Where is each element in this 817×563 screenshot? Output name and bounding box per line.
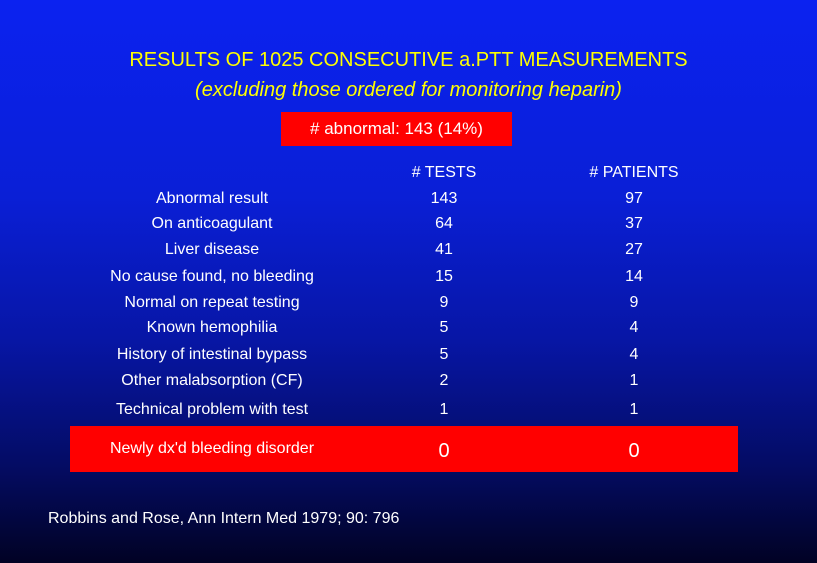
row-label-no-cause-found: No cause found, no bleeding bbox=[110, 268, 314, 285]
patients-cell: 27 bbox=[625, 241, 643, 258]
patients-cell: 0 bbox=[628, 440, 640, 462]
tests-cell: 41 bbox=[435, 241, 453, 258]
row-label-newly-diagnosed-bleeding-disorder: Newly dx'd bleeding disorder bbox=[109, 440, 315, 457]
patients-cell: 97 bbox=[625, 190, 643, 207]
row-label-normal-on-repeat: Normal on repeat testing bbox=[124, 294, 300, 311]
slide-title: RESULTS OF 1025 CONSECUTIVE a.PTT MEASUR… bbox=[129, 49, 688, 71]
row-label-abnormal-result: Abnormal result bbox=[155, 190, 269, 207]
patients-cell: 4 bbox=[629, 346, 639, 363]
tests-cell: 5 bbox=[439, 319, 449, 336]
abnormal-summary-badge: # abnormal: 143 (14%) bbox=[281, 112, 512, 146]
citation: Robbins and Rose, Ann Intern Med 1979; 9… bbox=[48, 510, 400, 527]
tests-cell: 1 bbox=[439, 401, 449, 418]
patients-cell: 14 bbox=[625, 268, 643, 285]
tests-cell: 2 bbox=[439, 372, 449, 389]
row-label-known-hemophilia: Known hemophilia bbox=[146, 319, 278, 336]
tests-cell: 9 bbox=[439, 294, 449, 311]
tests-cell: 64 bbox=[435, 215, 453, 232]
row-label-technical-problem: Technical problem with test bbox=[115, 401, 309, 418]
tests-column-header: # TESTS bbox=[411, 164, 477, 181]
patients-column-header: # PATIENTS bbox=[589, 164, 679, 181]
tests-cell: 0 bbox=[438, 440, 450, 462]
patients-cell: 4 bbox=[629, 319, 639, 336]
slide-subtitle: (excluding those ordered for monitoring … bbox=[195, 79, 622, 101]
row-label-liver-disease: Liver disease bbox=[164, 241, 260, 258]
tests-cell: 5 bbox=[439, 346, 449, 363]
patients-cell: 1 bbox=[629, 372, 639, 389]
tests-cell: 15 bbox=[435, 268, 453, 285]
row-label-on-anticoagulant: On anticoagulant bbox=[151, 215, 273, 232]
row-label-other-malabsorption: Other malabsorption (CF) bbox=[121, 372, 303, 389]
highlight-row-background bbox=[70, 426, 738, 472]
patients-cell: 37 bbox=[625, 215, 643, 232]
patients-cell: 1 bbox=[629, 401, 639, 418]
tests-cell: 143 bbox=[430, 190, 458, 207]
patients-cell: 9 bbox=[629, 294, 639, 311]
row-label-intestinal-bypass: History of intestinal bypass bbox=[116, 346, 308, 363]
